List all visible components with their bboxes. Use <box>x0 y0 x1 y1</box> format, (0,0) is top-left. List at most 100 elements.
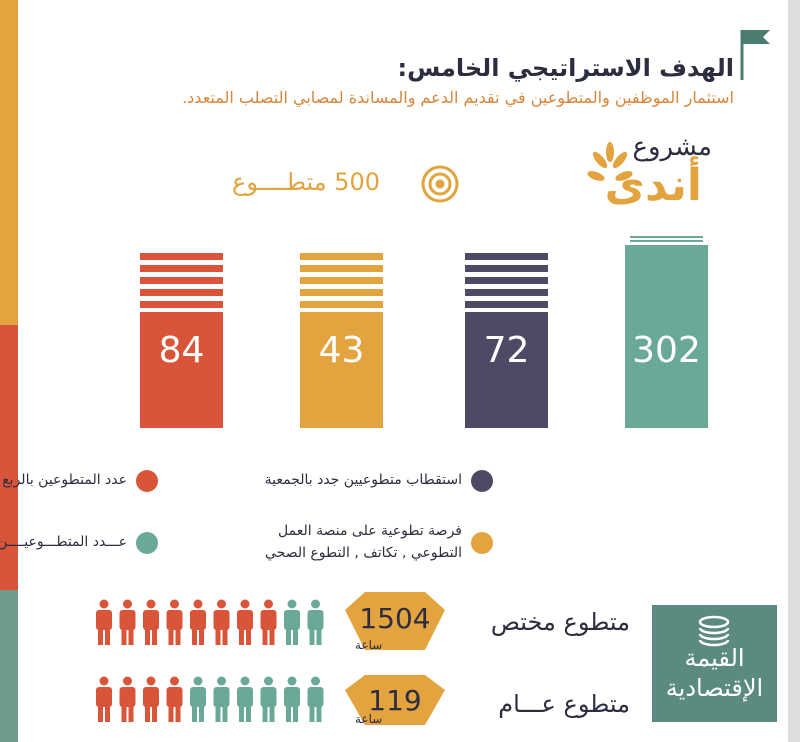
person-leg <box>215 628 221 645</box>
person-body <box>143 687 159 707</box>
hours-unit: ساعة <box>355 712 383 726</box>
person-head <box>311 676 320 686</box>
person-leg <box>98 705 103 722</box>
person-body <box>307 610 324 630</box>
person-leg <box>199 628 204 645</box>
person-head <box>99 676 109 686</box>
hours-unit: ساعة <box>355 638 383 652</box>
person-leg <box>246 705 251 722</box>
person-head <box>170 676 179 686</box>
legend-dot <box>471 470 493 492</box>
person-leg <box>316 705 322 722</box>
side-band <box>0 590 18 742</box>
person-body <box>213 610 230 630</box>
person-leg <box>175 628 181 645</box>
person-body <box>213 687 230 707</box>
person-head <box>123 676 132 686</box>
person-head <box>287 599 297 609</box>
person-leg <box>98 628 103 645</box>
project-name: أندى <box>604 160 702 211</box>
person-leg <box>286 628 291 645</box>
bar-stripe <box>300 253 383 260</box>
person-leg <box>316 628 322 645</box>
person-leg <box>192 628 197 645</box>
legend-dot <box>471 532 493 554</box>
person-body <box>143 610 159 630</box>
person-leg <box>215 705 221 722</box>
bar-stripe <box>465 289 548 296</box>
person-leg <box>128 705 134 722</box>
person-body <box>307 687 324 707</box>
legend-dot <box>136 470 158 492</box>
person-leg <box>199 705 204 722</box>
hours-value: 119 <box>368 684 422 717</box>
person-body <box>190 610 206 630</box>
project-label: مشروع <box>632 132 712 162</box>
economic-box <box>652 605 777 722</box>
economic-title: الإقتصادية <box>665 674 764 702</box>
person-head <box>193 599 203 609</box>
bar-stripe <box>300 301 383 308</box>
person-body <box>119 687 136 707</box>
bar-stripe <box>300 289 383 296</box>
row-label: متطوع عـــام <box>498 690 630 718</box>
person-head <box>217 599 226 609</box>
person-head <box>264 676 273 686</box>
person-leg <box>152 705 157 722</box>
person-head <box>170 599 179 609</box>
person-head <box>193 676 203 686</box>
target: 500 متطــــوع <box>232 168 381 196</box>
bar-stripe <box>140 301 223 308</box>
person-leg <box>192 705 197 722</box>
person-leg <box>293 628 298 645</box>
coins-icon <box>698 615 730 647</box>
person-head <box>217 676 226 686</box>
person-leg <box>145 628 150 645</box>
person-body <box>284 610 300 630</box>
bar-stripe <box>140 289 223 296</box>
legend-label: استقطاب متطوعيين جدد بالجمعية <box>264 472 462 488</box>
bar <box>140 312 223 428</box>
person-leg <box>222 705 228 722</box>
person-leg <box>269 628 275 645</box>
hours-badge <box>345 592 445 650</box>
side-band <box>0 0 18 325</box>
bar-stripe <box>140 277 223 284</box>
bar-stripe <box>300 277 383 284</box>
hours-value: 1504 <box>359 602 431 635</box>
title: الهدف الاستراتيجي الخامس: <box>397 54 734 82</box>
bar <box>300 312 383 428</box>
person-leg <box>239 628 244 645</box>
bar-stripe <box>140 265 223 272</box>
row-label: متطوع مختص <box>490 608 630 636</box>
person-body <box>96 610 112 630</box>
person-leg <box>121 628 127 645</box>
person-head <box>99 599 109 609</box>
person-leg <box>246 628 251 645</box>
person-leg <box>262 628 268 645</box>
person-body <box>260 610 277 630</box>
bar-value: 302 <box>632 330 701 371</box>
person-body <box>284 687 300 707</box>
economic-title: القيمة <box>684 644 745 672</box>
legend-label: فرصة تطوعية على منصة العمل <box>278 523 462 539</box>
person-leg <box>309 705 315 722</box>
person-leg <box>222 628 228 645</box>
side-band <box>0 325 18 590</box>
person-head <box>123 599 132 609</box>
bar-value: 72 <box>483 330 530 371</box>
bar-stripe <box>465 253 548 260</box>
bar-stripe <box>630 240 703 242</box>
person-leg <box>152 628 157 645</box>
person-head <box>264 599 273 609</box>
bar <box>465 312 548 428</box>
person-body <box>260 687 277 707</box>
person-leg <box>128 628 134 645</box>
person-body <box>190 687 206 707</box>
bar <box>625 245 708 428</box>
person-head <box>146 599 156 609</box>
person-head <box>146 676 156 686</box>
person-leg <box>269 705 275 722</box>
